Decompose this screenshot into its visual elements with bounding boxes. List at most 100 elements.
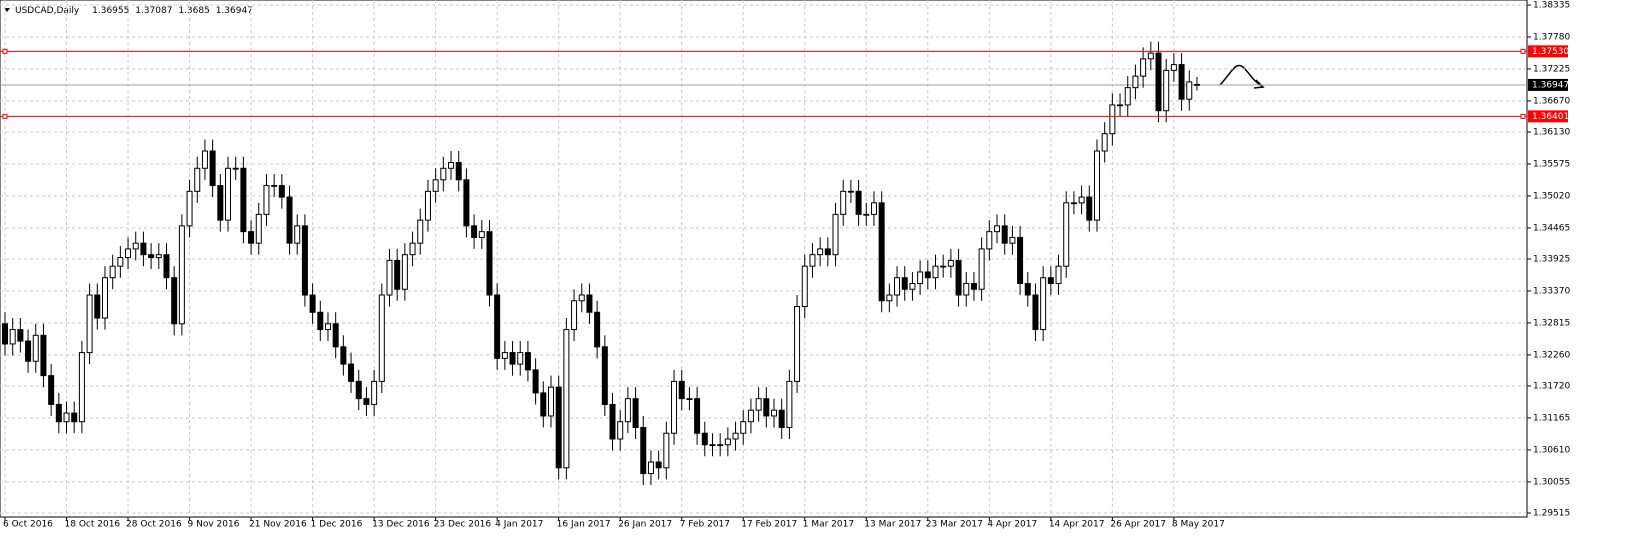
candle bbox=[1124, 76, 1131, 117]
candle bbox=[386, 248, 393, 307]
x-tick-label: 4 Jan 2017 bbox=[495, 520, 543, 530]
candle bbox=[763, 387, 770, 428]
candle bbox=[317, 300, 324, 342]
candle-body bbox=[1132, 75, 1139, 89]
y-tick-label: 1.36130 bbox=[1533, 128, 1570, 138]
candle bbox=[1109, 93, 1116, 146]
candle-body bbox=[317, 311, 324, 331]
x-tick-label: 1 Dec 2016 bbox=[311, 520, 363, 530]
candle-body bbox=[663, 432, 670, 469]
candle-body bbox=[417, 219, 424, 244]
candle bbox=[632, 387, 639, 439]
candle bbox=[1170, 53, 1177, 82]
candle-body bbox=[955, 259, 962, 296]
candle bbox=[171, 266, 178, 336]
candle bbox=[148, 243, 155, 270]
candle-body bbox=[278, 185, 285, 198]
candle bbox=[455, 151, 462, 192]
candle bbox=[201, 139, 208, 180]
candle-body bbox=[1109, 104, 1116, 135]
candle bbox=[547, 375, 554, 428]
candle bbox=[863, 202, 870, 226]
candle-body bbox=[732, 432, 739, 440]
forecast-arrow-head bbox=[1253, 79, 1265, 89]
header-low: 1.3685 bbox=[178, 6, 210, 16]
chart-header: USDCAD,Daily 1.36955 1.37087 1.3685 1.36… bbox=[15, 6, 253, 16]
candle-body bbox=[755, 398, 762, 411]
candle-body bbox=[978, 248, 985, 290]
candle bbox=[417, 208, 424, 255]
candle bbox=[540, 381, 547, 428]
symbol-title: USDCAD,Daily bbox=[15, 6, 80, 16]
candle-body bbox=[547, 386, 554, 417]
candle bbox=[924, 260, 931, 290]
candle-body bbox=[340, 346, 347, 365]
candle-body bbox=[586, 294, 593, 313]
candle-body bbox=[517, 352, 524, 365]
candle bbox=[494, 283, 501, 370]
candle bbox=[348, 352, 355, 393]
candle bbox=[524, 341, 531, 382]
candle-body bbox=[524, 352, 531, 371]
candle bbox=[870, 191, 877, 226]
level-label: 1.37530 bbox=[1532, 47, 1569, 57]
candle bbox=[63, 401, 70, 434]
candle-body bbox=[578, 294, 585, 302]
candle-body bbox=[678, 380, 685, 400]
candle-body bbox=[694, 398, 701, 434]
candle bbox=[1055, 254, 1062, 295]
candle bbox=[86, 283, 93, 365]
candle-body bbox=[2, 323, 8, 345]
candle bbox=[701, 421, 708, 457]
candle-body bbox=[1093, 150, 1100, 221]
candle bbox=[478, 220, 485, 249]
candle-body bbox=[1124, 87, 1131, 106]
candle bbox=[855, 179, 862, 226]
candle bbox=[617, 410, 624, 451]
candle-body bbox=[532, 369, 539, 394]
candle-body bbox=[563, 329, 570, 469]
candle-body bbox=[1086, 196, 1093, 221]
candle-body bbox=[271, 185, 278, 187]
candle-body bbox=[617, 421, 624, 440]
x-tick-label: 26 Jan 2017 bbox=[618, 520, 672, 530]
candle bbox=[932, 254, 939, 290]
candle bbox=[878, 191, 885, 313]
candle bbox=[963, 271, 970, 307]
y-tick-label: 1.35020 bbox=[1533, 191, 1570, 201]
candle bbox=[1178, 53, 1185, 111]
candle-body bbox=[1070, 202, 1077, 205]
candle bbox=[371, 369, 378, 416]
candle-body bbox=[478, 231, 485, 238]
candle bbox=[25, 329, 32, 373]
candle-body bbox=[25, 340, 32, 362]
candle bbox=[463, 168, 470, 238]
candle-body bbox=[394, 259, 401, 290]
candle-body bbox=[501, 352, 508, 359]
candle-body bbox=[1178, 64, 1185, 100]
candle-body bbox=[824, 248, 831, 256]
forecast-arrow bbox=[1219, 64, 1263, 87]
candle-body bbox=[63, 412, 70, 423]
candle bbox=[94, 283, 101, 330]
candle bbox=[978, 237, 985, 301]
candle bbox=[1070, 191, 1077, 215]
candle bbox=[340, 335, 347, 376]
price-label: 1.36947 bbox=[1532, 80, 1569, 90]
candle-body bbox=[1063, 202, 1070, 267]
candle bbox=[2, 312, 8, 356]
candle-body bbox=[355, 380, 362, 400]
candle bbox=[448, 151, 455, 180]
candle bbox=[1140, 47, 1147, 88]
candle bbox=[894, 266, 901, 307]
candle bbox=[640, 415, 647, 486]
candle-body bbox=[132, 242, 139, 250]
candle bbox=[724, 427, 731, 457]
candle bbox=[332, 312, 339, 359]
candle bbox=[578, 283, 585, 313]
candle bbox=[678, 369, 685, 411]
candle bbox=[601, 335, 608, 416]
candle-body bbox=[332, 323, 339, 348]
candle bbox=[155, 243, 162, 270]
candle bbox=[271, 174, 278, 198]
